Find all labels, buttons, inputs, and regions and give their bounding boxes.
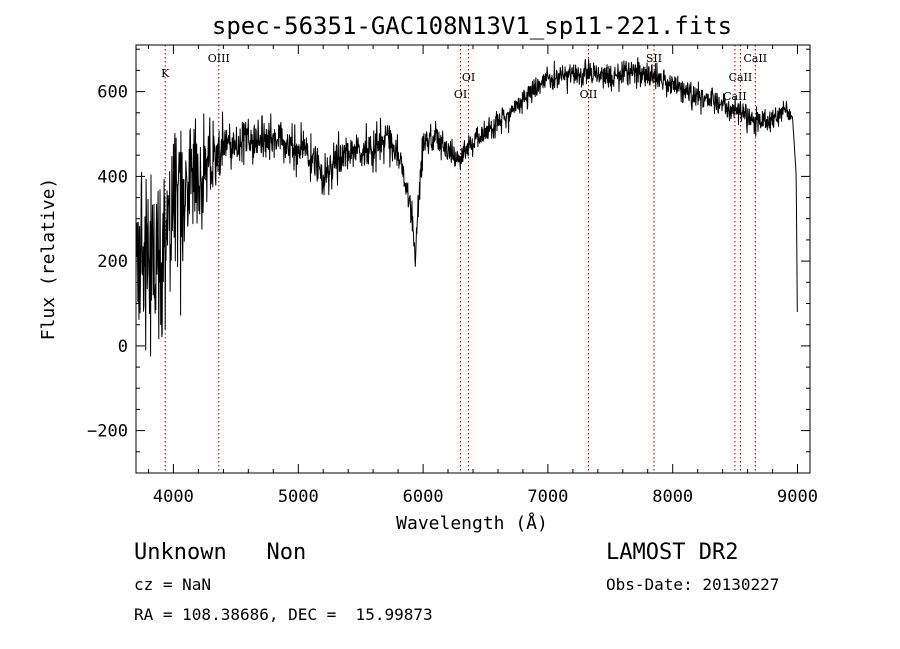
y-tick-label: −200 — [87, 422, 128, 442]
classification-text: Unknown Non — [134, 540, 306, 565]
marker-label: K — [161, 67, 170, 80]
y-axis-label: Flux (relative) — [38, 178, 59, 341]
marker-label: OII — [580, 88, 598, 101]
spectrum-series — [135, 57, 798, 357]
marker-label: CaII — [743, 52, 767, 65]
axis-ticks: 4000 5000 6000 7000 8000 9000 −200 0 200 400 600 — [87, 45, 818, 507]
obs-date-text: Obs-Date: 20130227 — [606, 575, 779, 594]
x-tick-label: 6000 — [403, 487, 444, 507]
x-tick-label: 8000 — [652, 487, 693, 507]
marker-label: CaII — [729, 71, 753, 84]
spectrum-line — [135, 57, 798, 357]
y-tick-label: 0 — [118, 337, 128, 357]
x-tick-label: 7000 — [527, 487, 568, 507]
marker-label: SII — [646, 52, 662, 65]
y-tick-label: 200 — [97, 252, 128, 272]
x-tick-label: 4000 — [153, 487, 194, 507]
survey-text: LAMOST DR2 — [606, 540, 738, 565]
x-axis-label: Wavelength (Å) — [396, 512, 548, 534]
coordinates-text: RA = 108.38686, DEC = 15.99873 — [134, 605, 433, 624]
x-tick-label: 5000 — [278, 487, 319, 507]
redshift-text: cz = NaN — [134, 575, 211, 594]
chart-title: spec-56351-GAC108N13V1_sp11-221.fits — [212, 12, 732, 40]
marker-label: OI — [454, 88, 467, 101]
marker-label: OIII — [208, 52, 230, 65]
x-tick-label: 9000 — [777, 487, 818, 507]
y-tick-label: 600 — [97, 83, 128, 103]
y-tick-label: 400 — [97, 167, 128, 187]
plot-frame — [135, 44, 811, 474]
marker-label: OI — [462, 71, 475, 84]
